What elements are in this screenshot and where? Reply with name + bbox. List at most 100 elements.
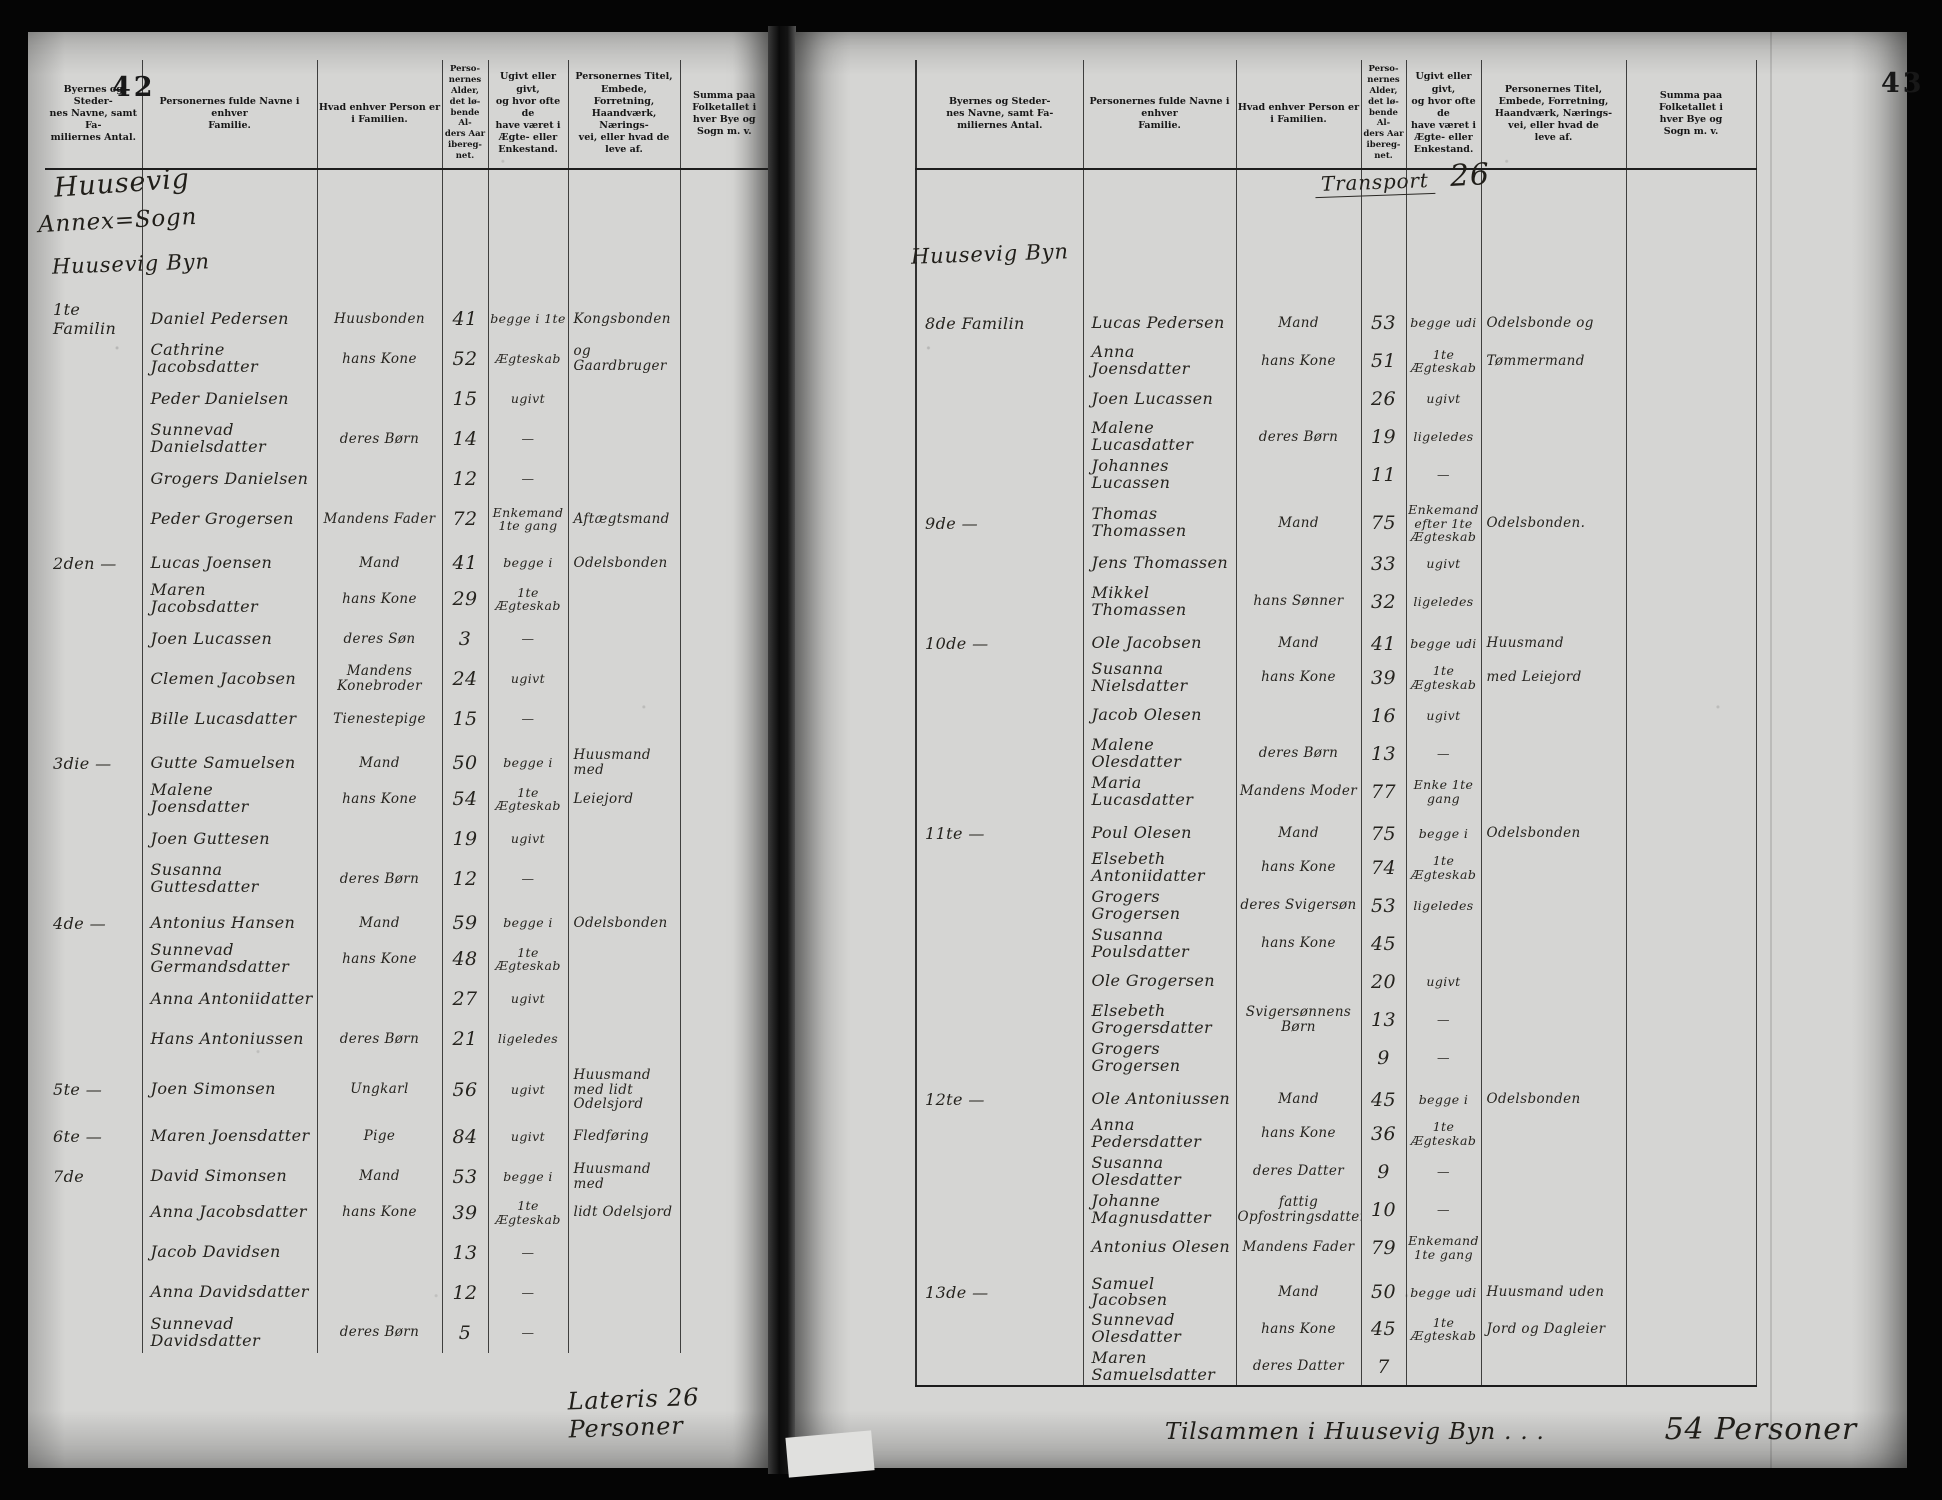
marital-status: — [488,1312,569,1353]
occupation: Odelsbonde og [1481,304,1627,342]
family-number [916,696,1084,735]
person-name: Antonius Olesen [1083,1228,1237,1267]
family-number [45,459,143,499]
family-role: deres Børn [1236,418,1362,456]
person-name: Poul Olesen [1083,810,1237,849]
census-row: Jens Thomassen 33 ugivt [916,544,1757,583]
summa-value [1626,962,1757,1001]
marital-status: begge udi [1406,304,1482,342]
header-marital: Ugivt eller givt, og hvor ofte de have v… [488,60,569,170]
occupation: Tømmermand [1481,342,1627,380]
occupation [568,379,681,419]
census-row: 3die — Gutte Samuelsen Mand 50 begge i Huusma… [45,739,768,779]
family-role: fattig Opfostringsdatter [1236,1190,1362,1229]
spacer-row [916,169,1757,304]
family-number [916,1152,1084,1191]
occupation [1481,1152,1627,1191]
marital-status: — [1406,1038,1482,1077]
census-row: 4de — Antonius Hansen Mand 59 begge i Odelsbo… [45,899,768,939]
summa-value [680,579,768,619]
person-name: Gutte Samuelsen [142,739,318,779]
marital-status: — [488,419,569,459]
age-value: 53 [442,1152,489,1193]
age-value: 53 [1361,886,1407,925]
occupation [568,1019,681,1059]
summa-value [1626,1348,1757,1388]
census-row: Grogers Grogersen 9— [916,1038,1757,1077]
person-name: Anna Davidsdatter [142,1272,318,1313]
person-name: Grogers Grogersen [1083,1038,1237,1077]
occupation: Huusmand med [568,1152,681,1193]
person-name: Clemen Jacobsen [142,659,318,699]
family-number [45,1192,143,1233]
family-number [45,859,143,899]
family-number: 6te — [45,1112,143,1153]
marital-status: — [1406,734,1482,773]
family-role: Tienestepige [317,699,443,739]
person-name: Johannes Lucassen [1083,456,1237,494]
header-family-role: Hvad enhver Person er i Familien. [1236,60,1362,170]
census-row: Grogers Danielsen 12— [45,459,768,499]
census-row: Sunnevad Danielsdatter deres Børn 14— [45,419,768,459]
occupation [1481,544,1627,583]
census-row: 1te Familin Daniel Pedersen Huusbonden 41 be… [45,299,768,339]
census-row: 6te — Maren Joensdatter Pige 84 ugivt Fledfør… [45,1112,768,1153]
person-name: Sunnevad Danielsdatter [142,419,318,459]
person-name: Johanne Magnusdatter [1083,1190,1237,1229]
census-row: Hans Antoniussen deres Børn 21 ligeledes [45,1019,768,1059]
person-name: Sunnevad Davidsdatter [142,1312,318,1353]
family-role: hans Kone [317,579,443,619]
family-role: hans Kone [1236,848,1362,887]
person-name: Grogers Danielsen [142,459,318,499]
summa-value [680,619,768,659]
summa-value [680,459,768,499]
person-name: David Simonsen [142,1152,318,1193]
family-role [1236,696,1362,735]
summa-value [1626,1228,1757,1267]
summa-value [1626,1114,1757,1153]
summa-value [1626,772,1757,811]
family-role: hans Kone [1236,924,1362,963]
occupation [1481,734,1627,773]
age-value: 19 [442,819,489,859]
summa-value [680,819,768,859]
person-name: Joen Guttesen [142,819,318,859]
family-number [45,819,143,859]
summa-value [1626,658,1757,697]
census-row: Anna Pedersdatter hans Kone 36 1te Ægteskab [916,1114,1757,1153]
person-name: Ole Jacobsen [1083,620,1237,659]
census-table-right: Byernes og Steder- nes Navne, samt Fa- m… [915,60,1757,1388]
summa-value [680,539,768,579]
marital-status: begge i [488,739,569,779]
family-role: Mand [1236,494,1362,545]
census-row: 11te — Poul Olesen Mand 75 begge i Odelsbonde… [916,810,1757,849]
family-number [916,380,1084,418]
table-header: Byernes og Steder- nes Navne, samt Fa- m… [916,60,1757,170]
person-name: Peder Danielsen [142,379,318,419]
marital-status [1406,1348,1482,1388]
census-row: Bille Lucasdatter Tienestepige 15— [45,699,768,739]
summa-value [680,1193,768,1233]
family-role [1236,456,1362,494]
family-number [916,848,1084,887]
marital-status: — [488,459,569,499]
marital-status: begge i [488,539,569,579]
person-name: Antonius Hansen [142,899,318,939]
census-row: Peder Danielsen 15 ugivt [45,379,768,419]
summa-value [680,299,768,339]
summa-value [1626,380,1757,418]
family-role [317,1272,443,1313]
book-binding [768,26,796,1474]
family-number [916,962,1084,1001]
family-number: 4de — [45,899,143,939]
age-value: 13 [1361,734,1407,773]
age-value: 27 [442,979,489,1019]
census-row: Ole Grogersen 20 ugivt [916,962,1757,1001]
census-row: Susanna Nielsdatter hans Kone 39 1te Ægtesk… [916,658,1757,697]
marital-status: ligeledes [1406,582,1482,621]
occupation: Aftægtsmand [568,499,681,539]
person-name: Mikkel Thomassen [1083,582,1237,621]
marital-status: ligeledes [1406,418,1482,456]
summa-value [680,1019,768,1059]
